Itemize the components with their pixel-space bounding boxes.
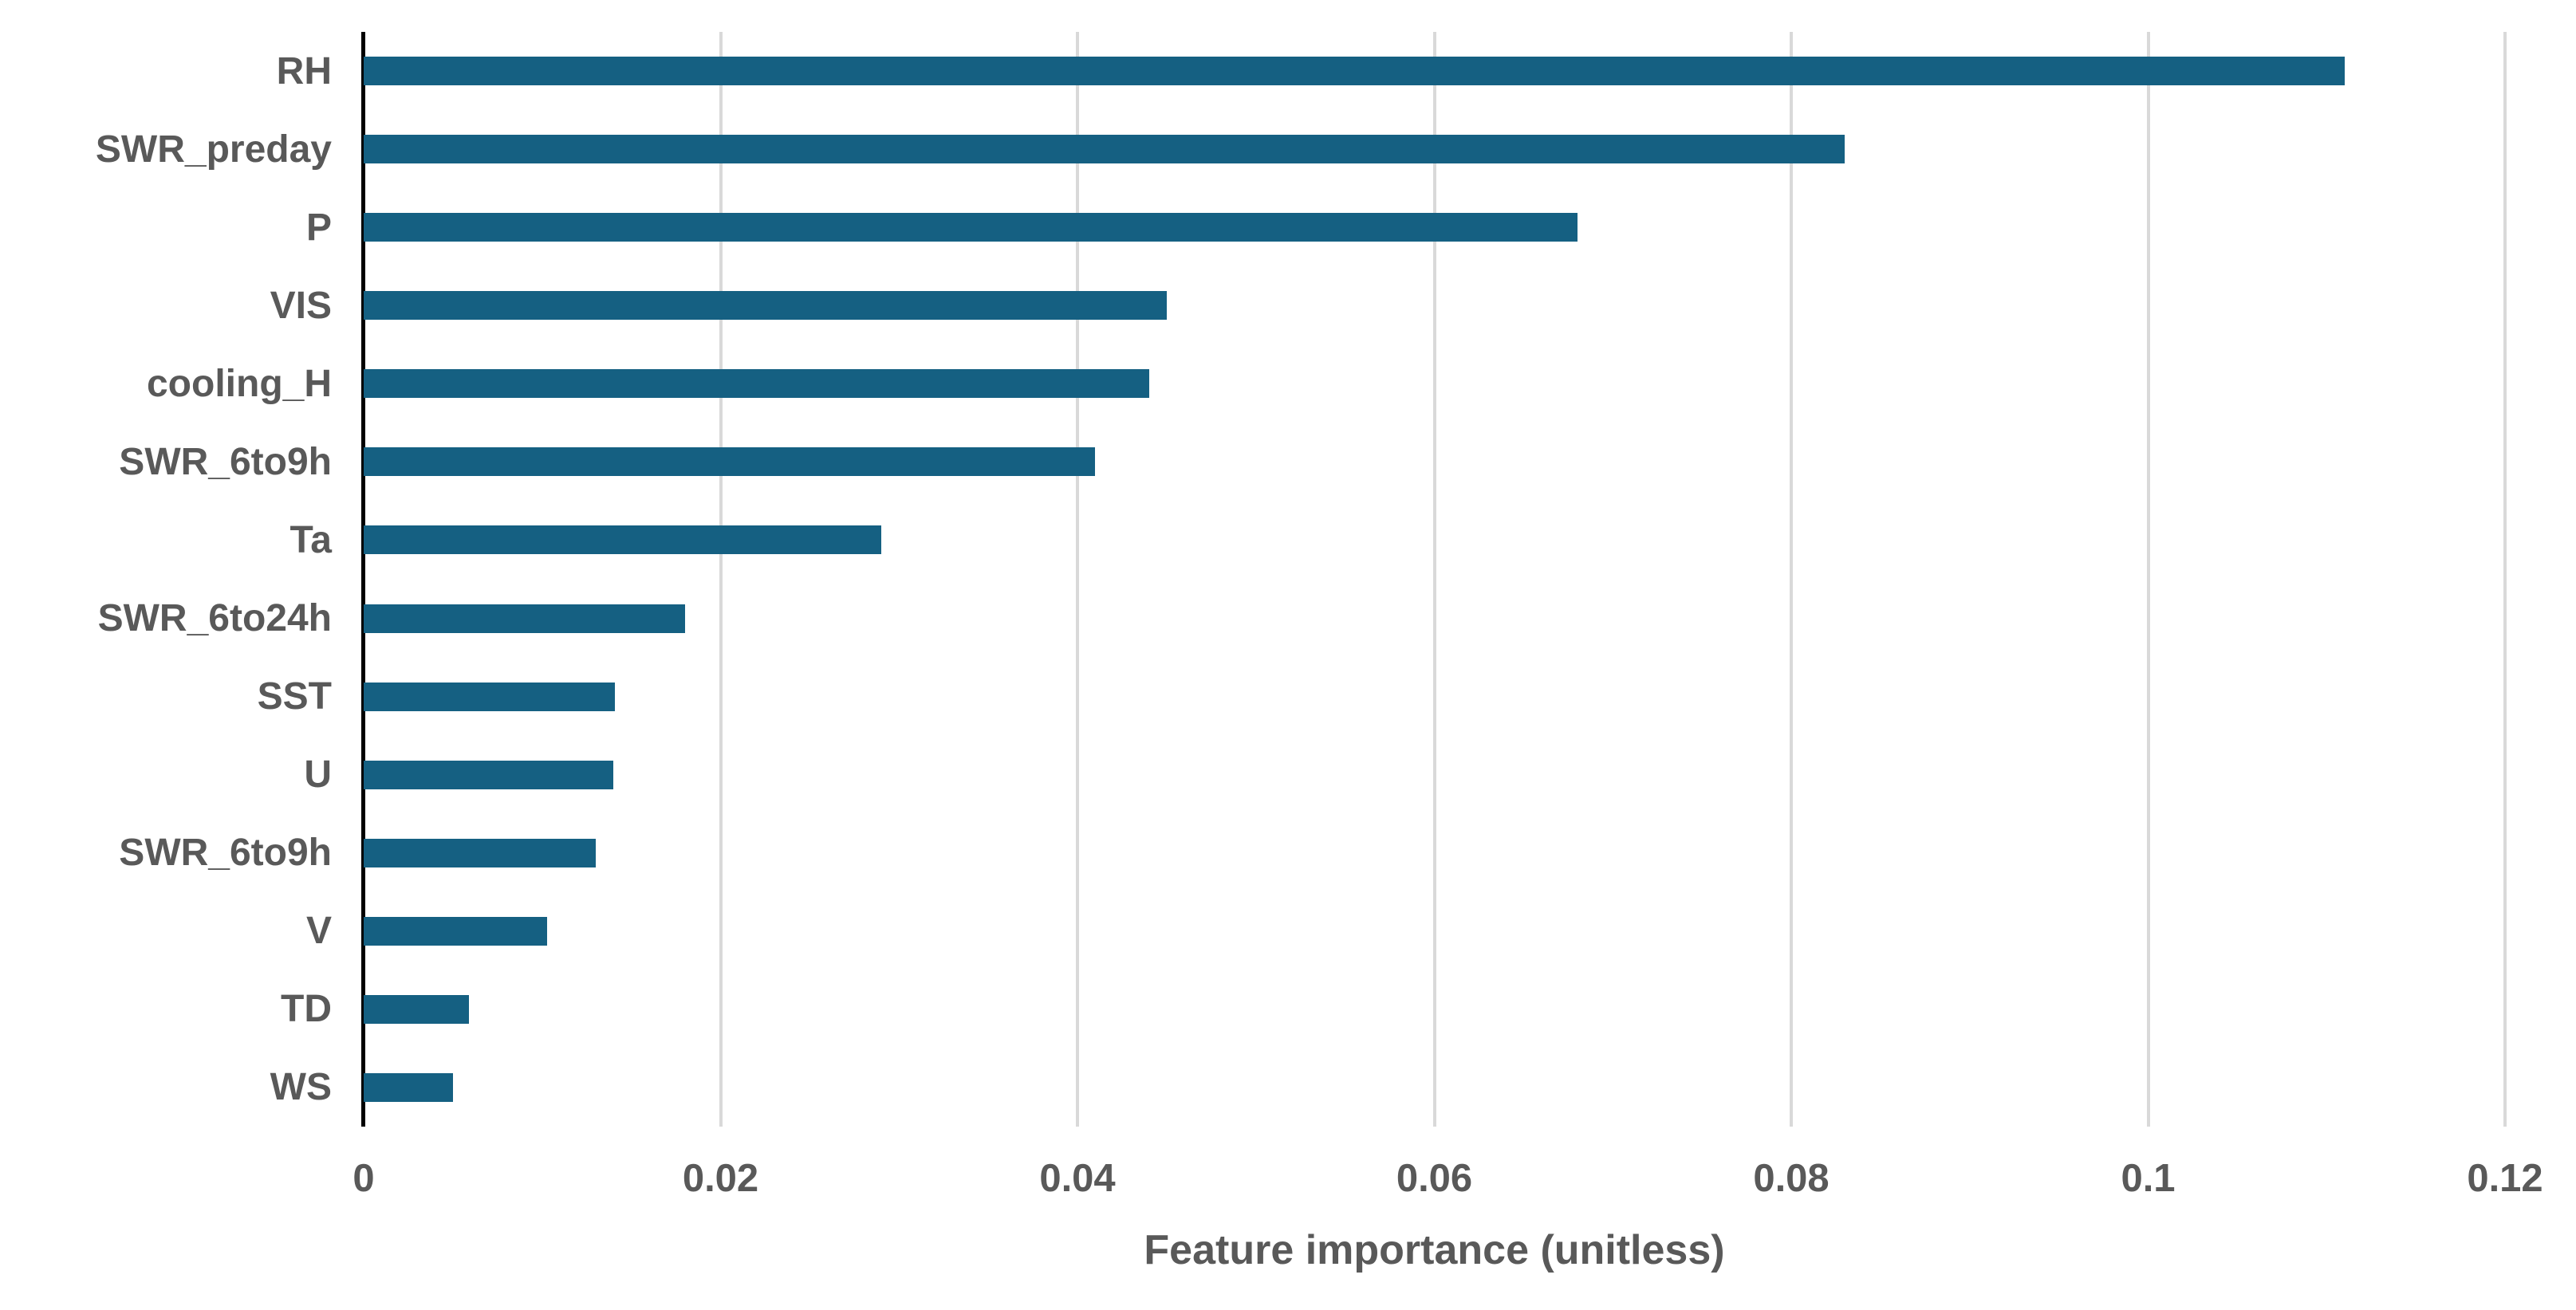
gridline-x-0.08 [1790,32,1793,1127]
gridline-x-0.04 [1076,32,1079,1127]
bar-row-vis [364,266,2505,344]
gridline-x-0.06 [1432,32,1436,1127]
bar-row-swr_preday [364,110,2505,188]
bar-u [364,760,614,789]
gridline-x-0.02 [719,32,723,1127]
bar-swr_preday [364,135,1845,164]
y-tick-label-u: U [304,753,332,797]
bar-row-swr_6to9h [364,814,2505,892]
gridline-x-0.12 [2503,32,2507,1127]
bar-row-ta [364,501,2505,579]
bar-swr_6to9h [364,447,1096,477]
bar-row-swr_6to9h [364,423,2505,501]
bar-ws [364,1072,453,1102]
bar-sst [364,682,616,711]
bar-row-v [364,892,2505,970]
bar-rh [364,57,2345,86]
x-tick-label-0.06: 0.06 [1396,1157,1473,1200]
x-tick-label-0.04: 0.04 [1039,1157,1116,1200]
bar-row-p [364,188,2505,266]
y-tick-label-swr_6to9h: SWR_6to9h [119,832,332,875]
y-tick-label-rh: RH [276,49,332,92]
bar-swr_6to24h [364,604,685,633]
bar-swr_6to9h [364,838,596,867]
x-tick-label-0.1: 0.1 [2121,1157,2176,1200]
x-tick-label-0: 0 [353,1157,375,1200]
bar-row-rh [364,32,2505,110]
gridline-x-0.1 [2146,32,2150,1127]
y-axis-line [361,32,365,1127]
y-tick-label-cooling_h: cooling_H [146,362,332,405]
bar-row-swr_6to24h [364,580,2505,658]
x-tick-label-0.02: 0.02 [682,1157,759,1200]
plot-area [361,32,2507,1127]
bar-ta [364,525,881,555]
x-axis-title: Feature importance (unitless) [1144,1227,1725,1273]
bar-cooling_h [364,369,1149,399]
bar-row-u [364,736,2505,814]
y-tick-label-swr_6to24h: SWR_6to24h [97,597,332,640]
y-tick-label-vis: VIS [270,284,332,327]
bar-vis [364,291,1167,321]
y-tick-label-v: V [305,910,332,953]
bar-row-td [364,970,2505,1048]
bar-v [364,916,548,946]
y-tick-label-p: P [305,206,332,249]
bar-td [364,994,469,1024]
x-tick-label-0.08: 0.08 [1753,1157,1830,1200]
y-tick-label-ws: WS [270,1066,332,1109]
x-tick-label-0.12: 0.12 [2467,1157,2543,1200]
bar-row-cooling_h [364,344,2505,423]
bar-p [364,213,1578,242]
y-tick-label-ta: Ta [290,518,332,561]
y-tick-label-sst: SST [257,675,332,718]
y-tick-label-swr_preday: SWR_preday [95,128,332,171]
bar-row-ws [364,1048,2505,1127]
y-tick-label-td: TD [281,988,332,1031]
y-tick-label-swr_6to9h: SWR_6to9h [119,440,332,483]
bar-row-sst [364,658,2505,736]
